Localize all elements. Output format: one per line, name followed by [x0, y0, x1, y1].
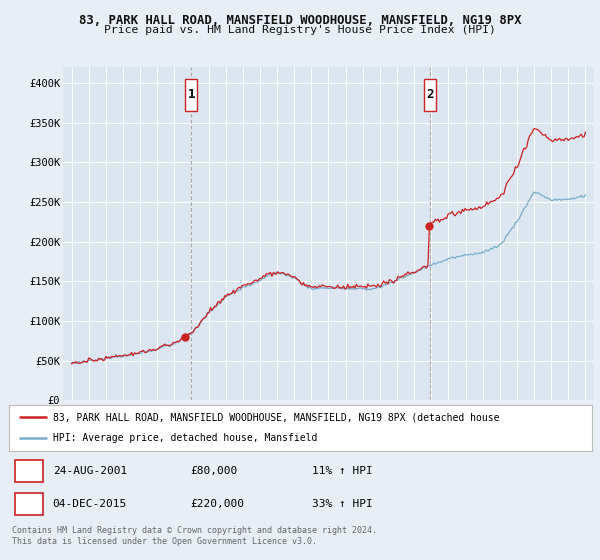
- Text: £80,000: £80,000: [190, 466, 237, 476]
- Text: 83, PARK HALL ROAD, MANSFIELD WOODHOUSE, MANSFIELD, NG19 8PX: 83, PARK HALL ROAD, MANSFIELD WOODHOUSE,…: [79, 14, 521, 27]
- Text: 2: 2: [25, 497, 32, 511]
- FancyBboxPatch shape: [15, 460, 43, 482]
- Text: Price paid vs. HM Land Registry's House Price Index (HPI): Price paid vs. HM Land Registry's House …: [104, 25, 496, 35]
- Text: 1: 1: [188, 88, 195, 101]
- Text: 11% ↑ HPI: 11% ↑ HPI: [312, 466, 373, 476]
- Text: 83, PARK HALL ROAD, MANSFIELD WOODHOUSE, MANSFIELD, NG19 8PX (detached house: 83, PARK HALL ROAD, MANSFIELD WOODHOUSE,…: [53, 412, 499, 422]
- Text: HPI: Average price, detached house, Mansfield: HPI: Average price, detached house, Mans…: [53, 433, 317, 443]
- FancyBboxPatch shape: [424, 79, 436, 111]
- FancyBboxPatch shape: [15, 493, 43, 515]
- FancyBboxPatch shape: [185, 79, 197, 111]
- Text: Contains HM Land Registry data © Crown copyright and database right 2024.
This d: Contains HM Land Registry data © Crown c…: [12, 526, 377, 546]
- Text: 24-AUG-2001: 24-AUG-2001: [53, 466, 127, 476]
- Text: 2: 2: [426, 88, 434, 101]
- Text: £220,000: £220,000: [190, 499, 244, 509]
- Text: 33% ↑ HPI: 33% ↑ HPI: [312, 499, 373, 509]
- Text: 1: 1: [25, 465, 32, 478]
- Text: 04-DEC-2015: 04-DEC-2015: [53, 499, 127, 509]
